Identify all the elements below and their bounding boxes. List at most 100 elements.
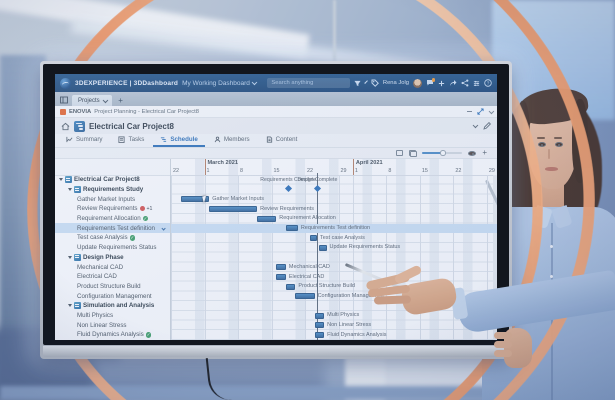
- tree-row-requirement-allocation[interactable]: Requirement Allocation ✓: [55, 214, 170, 224]
- enovia-icon: [60, 108, 66, 115]
- tab-summary[interactable]: Summary: [59, 134, 109, 147]
- tab-tasks[interactable]: Tasks: [111, 134, 151, 147]
- project-icon: [74, 186, 81, 194]
- add-icon[interactable]: [438, 80, 445, 87]
- tree-row-design-phase[interactable]: Design Phase: [55, 253, 170, 263]
- tab-members[interactable]: Members: [207, 134, 257, 147]
- presenter-hair-right: [572, 99, 588, 183]
- expand-caret-icon[interactable]: [68, 188, 72, 192]
- gantt-bar-test-case-analysis[interactable]: [309, 235, 317, 242]
- tree-row-requirements-test-definition[interactable]: Requirements Test definition: [55, 223, 170, 234]
- tab-members-label: Members: [223, 136, 250, 143]
- tree-row-fluid-dynamics-analysis[interactable]: Fluid Dynamics Analysis ✓: [55, 330, 170, 340]
- add-tab-button[interactable]: +: [118, 96, 123, 105]
- project-icon: [74, 253, 81, 261]
- tree-row-electrical-cad[interactable]: Electrical CAD: [55, 272, 170, 282]
- tree-row-requirements-study[interactable]: Requirements Study: [55, 185, 170, 195]
- panel-toggle-icon[interactable]: [60, 96, 68, 104]
- gantt-bar-label: Electrical CAD: [288, 273, 325, 280]
- status-complete-icon: ✓: [142, 215, 149, 222]
- minimize-icon[interactable]: [466, 110, 472, 113]
- gantt-bar-requirement-allocation[interactable]: [257, 215, 277, 222]
- tab-schedule[interactable]: Schedule: [153, 134, 205, 147]
- tree-row-simulation-and-analysis[interactable]: Simulation and Analysis: [55, 301, 170, 311]
- milestone-label: Design Complete: [297, 176, 338, 183]
- home-icon[interactable]: [61, 122, 70, 131]
- export-image-icon[interactable]: [396, 150, 404, 156]
- tree-row-update-requirements-status[interactable]: Update Requirements Status: [55, 243, 170, 253]
- search-input[interactable]: [267, 78, 351, 88]
- chevron-down-icon: [102, 97, 108, 103]
- gantt-bar-fluid-dynamics-analysis[interactable]: [314, 332, 325, 339]
- tab-content[interactable]: Content: [259, 134, 305, 147]
- timeline-tick-label: 29: [488, 167, 495, 174]
- chat-icon[interactable]: [426, 78, 435, 87]
- tree-row-electrical-car-project8[interactable]: Electrical Car Project8: [55, 175, 170, 185]
- chevron-down-icon[interactable]: [472, 122, 478, 128]
- task-label: Fluid Dynamics Analysis: [77, 331, 144, 339]
- tools-icon[interactable]: [473, 80, 480, 87]
- tab-schedule-label: Schedule: [170, 136, 198, 143]
- visibility-icon[interactable]: [468, 150, 477, 156]
- dashboard-name: My Working Dashboard: [182, 79, 250, 87]
- expand-caret-icon[interactable]: [59, 178, 63, 182]
- task-label: Design Phase: [83, 253, 124, 261]
- avatar[interactable]: [413, 78, 422, 88]
- expand-icon[interactable]: [476, 108, 484, 115]
- task-label: Mechanical CAD: [77, 263, 124, 271]
- zoom-slider-knob[interactable]: [440, 150, 446, 156]
- presenter-nose: [548, 149, 550, 159]
- week-gridline: [271, 175, 273, 340]
- zoom-slider[interactable]: [422, 150, 463, 156]
- gantt-bar-product-structure-build[interactable]: [285, 283, 296, 290]
- week-gridline: [305, 175, 306, 340]
- page-header-actions: [472, 122, 491, 130]
- finger: [494, 350, 512, 357]
- project-planning-app-icon[interactable]: [74, 120, 85, 132]
- task-label: Requirements Test definition: [77, 224, 155, 232]
- task-label: Electrical CAD: [77, 273, 117, 281]
- share-arrow-icon[interactable]: [449, 79, 457, 87]
- gantt-bar-configuration-management[interactable]: [295, 293, 315, 300]
- tree-row-non-linear-stress[interactable]: Non Linear Stress: [55, 320, 170, 330]
- 3ds-compass-logo[interactable]: [60, 77, 71, 89]
- user-area: Rena Jolg: [383, 78, 492, 88]
- edit-icon[interactable]: [483, 122, 491, 130]
- gantt-bar-multi-physics[interactable]: [314, 312, 325, 319]
- gantt-bar-requirements-test-definition[interactable]: [285, 225, 298, 232]
- gantt-bar-non-linear-stress[interactable]: [314, 322, 325, 329]
- gantt-bar-mechanical-cad[interactable]: [276, 264, 286, 271]
- month-label: March 2021: [207, 160, 238, 166]
- row-actions-chevron-icon[interactable]: [161, 226, 166, 231]
- gantt-bar-electrical-cad[interactable]: [276, 273, 286, 280]
- timeline-tick-label: 1: [206, 167, 210, 174]
- gantt-bar-review-requirements[interactable]: [209, 205, 258, 212]
- tree-row-review-requirements[interactable]: Review Requirements +1: [55, 204, 170, 214]
- tree-row-multi-physics[interactable]: Multi Physics: [55, 311, 170, 321]
- layers-icon[interactable]: [409, 150, 418, 157]
- help-icon[interactable]: ?: [484, 79, 492, 87]
- tree-row-mechanical-cad[interactable]: Mechanical CAD: [55, 262, 170, 272]
- gantt-bar-update-requirements-status[interactable]: [319, 244, 327, 251]
- tree-row-product-structure-build[interactable]: Product Structure Build: [55, 282, 170, 292]
- add-task-icon[interactable]: +: [482, 148, 487, 157]
- tree-row-gather-market-inputs[interactable]: Gather Market Inputs: [55, 194, 170, 204]
- chevron-down-icon[interactable]: [365, 80, 369, 85]
- breadcrumb-app: ENOVIA: [69, 108, 92, 115]
- timeline-tick-label: 29: [340, 167, 347, 174]
- chevron-down-icon[interactable]: [488, 108, 494, 114]
- tab-projects-label: Projects: [78, 97, 100, 104]
- task-label: Electrical Car Project8: [74, 176, 140, 184]
- tag-icon[interactable]: [371, 79, 379, 87]
- tab-projects[interactable]: Projects: [72, 95, 113, 106]
- expand-caret-icon[interactable]: [68, 255, 72, 259]
- presenter-brow: [554, 137, 562, 139]
- tree-row-configuration-management[interactable]: Configuration Management: [55, 291, 170, 301]
- filter-icon[interactable]: [354, 80, 361, 87]
- task-label: Requirement Allocation: [77, 215, 141, 223]
- dashboard-selector[interactable]: My Working Dashboard: [182, 79, 257, 87]
- tree-row-test-case-analysis[interactable]: Test case Analysis ✓: [55, 233, 170, 243]
- gantt-bar-label: Requirement Allocation: [279, 215, 336, 222]
- expand-caret-icon[interactable]: [68, 304, 72, 308]
- share-nodes-icon[interactable]: [461, 79, 469, 87]
